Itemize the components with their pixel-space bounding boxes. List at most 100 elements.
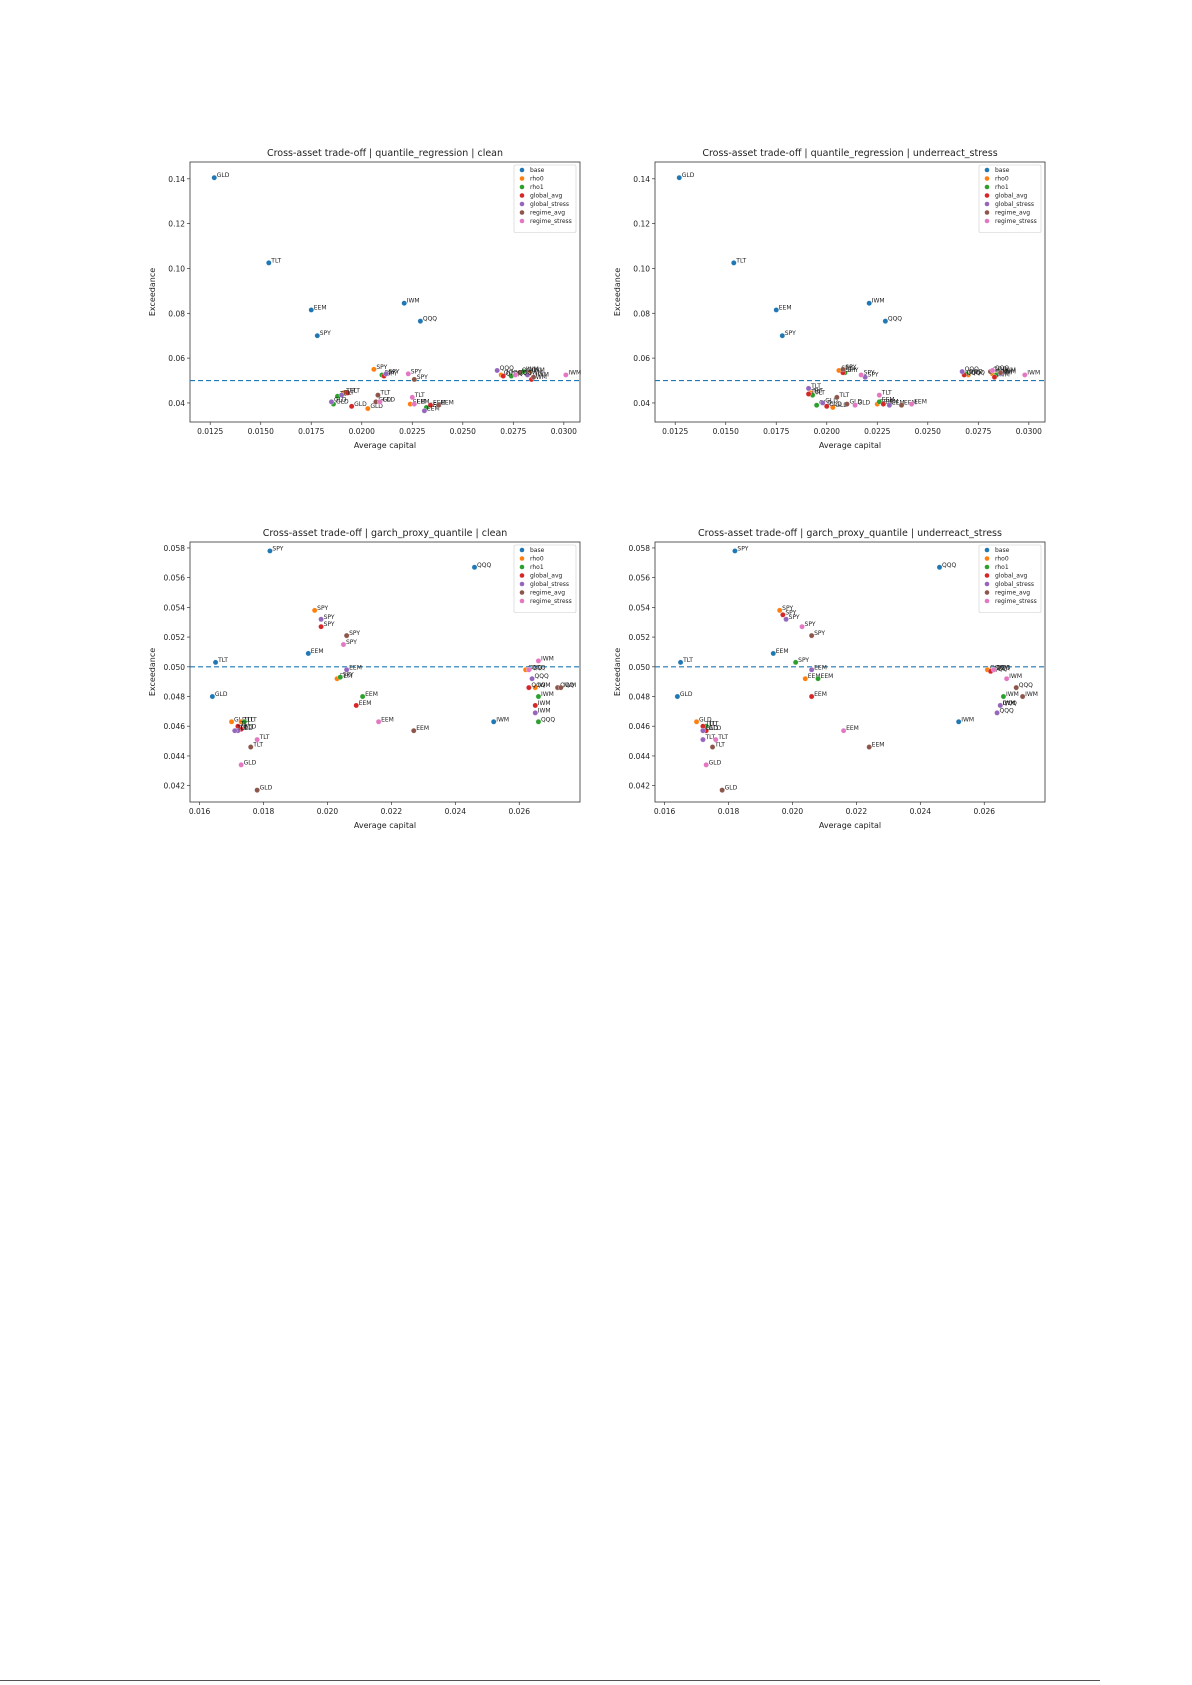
point-label: GLD	[705, 725, 718, 732]
legend-label: global_avg	[530, 573, 563, 580]
scatter-point-global_avg-iwm	[991, 374, 998, 380]
point-label: TLT	[704, 721, 715, 728]
scatter-point-regime_stress-qqq	[989, 367, 996, 374]
x-axis-label: Average capital	[819, 821, 881, 830]
point-label: EEM	[846, 725, 859, 732]
scatter-point-base-eem	[305, 650, 312, 657]
scatter-point-base-eem	[308, 307, 314, 313]
point-label: GLD	[680, 691, 693, 698]
y-tick-label: 0.052	[629, 633, 651, 642]
point-label: SPY	[343, 672, 354, 679]
x-tick-label: 0.020	[782, 807, 804, 816]
scatter-point-base-iwm	[401, 300, 407, 306]
scatter-point-rho0-gld	[693, 719, 700, 725]
scatter-point-base-iwm	[955, 719, 962, 725]
y-tick-label: 0.054	[629, 603, 651, 612]
scatter-point-base-spy	[779, 332, 786, 339]
point-label: QQQ	[531, 682, 545, 689]
scatter-point-regime_avg-gld	[254, 787, 260, 793]
point-label: SPY	[845, 364, 856, 371]
x-tick-label: 0.016	[189, 807, 211, 816]
chart-title: Cross-asset trade-off | quantile_regress…	[267, 148, 503, 159]
scatter-point-rho0-eem	[802, 675, 808, 682]
x-axis-label: Average capital	[354, 441, 416, 450]
x-tick-label: 0.022	[846, 807, 868, 816]
point-label: EEM	[413, 399, 426, 406]
scatter-point-global_avg-tlt	[805, 391, 812, 397]
x-tick-label: 0.0225	[399, 427, 425, 436]
point-label: SPY	[785, 330, 796, 337]
point-label: GLD	[709, 759, 722, 766]
point-label: QQQ	[518, 369, 532, 376]
scatter-point-base-spy	[732, 548, 738, 554]
point-label: EEM	[311, 648, 324, 655]
point-label: TLT	[345, 387, 356, 394]
scatter-chart: Cross-asset trade-off | garch_proxy_quan…	[148, 528, 581, 830]
y-tick-label: 0.050	[164, 663, 186, 672]
y-axis-label: Exceedance	[148, 648, 157, 696]
point-label: TLT	[708, 721, 719, 728]
scatter-point-base-gld	[209, 693, 216, 700]
point-label: TLT	[714, 742, 725, 749]
point-label: EEM	[814, 691, 827, 698]
point-label: SPY	[785, 609, 796, 616]
point-label: TLT	[343, 390, 354, 397]
point-label: QQQ	[969, 368, 983, 375]
legend-label: base	[530, 167, 545, 174]
point-label: EEM	[872, 742, 885, 749]
scatter-point-regime_stress-eem	[411, 401, 418, 407]
legend-marker-global_avg	[519, 193, 525, 198]
point-label: GLD	[682, 172, 695, 179]
scatter-point-regime_avg-tlt	[709, 744, 716, 750]
legend-label: regime_stress	[530, 218, 572, 225]
y-tick-label: 0.04	[168, 399, 185, 408]
point-label: EEM	[882, 396, 895, 403]
x-tick-label: 0.0275	[500, 427, 526, 436]
x-tick-label: 0.020	[317, 807, 339, 816]
point-label: SPY	[389, 368, 400, 375]
y-tick-label: 0.06	[633, 354, 650, 363]
scatter-point-regime_avg-iwm	[1019, 693, 1026, 700]
y-tick-label: 0.04	[633, 399, 650, 408]
legend-marker-regime_stress	[984, 218, 990, 224]
point-label: TLT	[217, 657, 228, 664]
scatter-point-base-gld	[211, 174, 217, 181]
scatter-point-regime_avg-spy	[840, 366, 846, 373]
scatter-point-global_avg-tlt	[344, 390, 351, 396]
y-tick-label: 0.14	[168, 175, 185, 184]
point-label: IWM	[407, 298, 420, 305]
legend-label: global_stress	[530, 581, 569, 588]
scatter-point-rho0-gld	[228, 719, 235, 725]
y-tick-label: 0.10	[168, 264, 185, 273]
scatter-point-rho1-spy	[792, 659, 799, 666]
x-tick-label: 0.0150	[713, 427, 739, 436]
point-label: TLT	[812, 387, 823, 394]
scatter-point-base-qqq	[417, 318, 424, 324]
legend-label: base	[530, 547, 545, 554]
point-label: EEM	[441, 400, 454, 407]
scatter-point-base-tlt	[677, 659, 684, 666]
chart-title: Cross-asset trade-off | garch_proxy_quan…	[698, 528, 1002, 539]
point-label: EEM	[821, 673, 834, 680]
point-label: IWM	[999, 369, 1012, 376]
scatter-point-base-gld	[676, 174, 682, 181]
legend-marker-global_avg	[984, 573, 990, 578]
scatter-point-regime_stress-gld	[377, 399, 383, 405]
x-tick-label: 0.0200	[814, 427, 840, 436]
scatter-point-base-iwm	[490, 719, 497, 725]
scatter-point-regime_stress-eem	[840, 727, 847, 734]
point-label: QQQ	[504, 369, 518, 376]
point-label: IWM	[997, 372, 1010, 379]
legend-marker-global_avg	[519, 573, 525, 578]
scatter-point-rho1-iwm	[535, 693, 542, 700]
legend-marker-regime_avg	[984, 210, 990, 215]
point-label: EEM	[892, 400, 905, 407]
point-label: EEM	[779, 304, 792, 311]
scatter-point-global_avg-qqq	[526, 684, 532, 691]
scatter-point-regime_avg-tlt	[375, 392, 381, 398]
x-tick-label: 0.0175	[298, 427, 324, 436]
point-label: QQQ	[522, 367, 536, 374]
point-label: IWM	[1003, 700, 1016, 707]
point-label: IWM	[1003, 367, 1016, 374]
scatter-point-regime_avg-iwm	[997, 369, 1004, 376]
